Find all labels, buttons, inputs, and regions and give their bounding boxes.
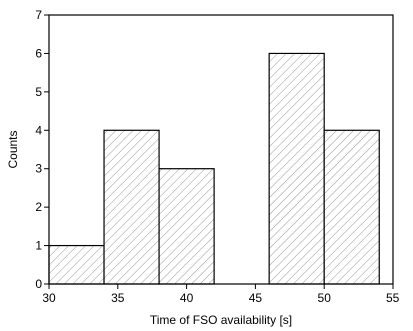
plot-frame xyxy=(48,14,394,285)
histogram-bar xyxy=(268,52,325,285)
y-tick-label: 0 xyxy=(35,277,42,291)
y-tick-label: 5 xyxy=(35,85,42,99)
x-axis-title: Time of FSO availability [s] xyxy=(150,313,292,327)
histogram-bar xyxy=(103,129,160,285)
x-axis-ticks: 30 35 40 45 50 55 xyxy=(42,284,400,305)
histogram-bar xyxy=(48,244,105,285)
x-tick-label: 55 xyxy=(386,291,400,305)
y-tick-label: 6 xyxy=(35,46,42,60)
x-tick-label: 50 xyxy=(318,291,332,305)
bars-group xyxy=(48,52,380,285)
y-tick-label: 3 xyxy=(35,162,42,176)
x-tick-label: 45 xyxy=(249,291,263,305)
y-tick-label: 2 xyxy=(35,200,42,214)
y-axis-ticks: 0 1 2 3 4 5 6 7 xyxy=(35,8,49,291)
histogram-bar xyxy=(323,129,380,285)
y-axis-title: Counts xyxy=(6,130,20,168)
y-tick-label: 1 xyxy=(35,239,42,253)
x-tick-label: 40 xyxy=(180,291,194,305)
y-tick-label: 4 xyxy=(35,123,42,137)
x-tick-label: 35 xyxy=(111,291,125,305)
y-tick-label: 7 xyxy=(35,8,42,22)
histogram-bar xyxy=(158,168,215,285)
x-tick-label: 30 xyxy=(42,291,56,305)
